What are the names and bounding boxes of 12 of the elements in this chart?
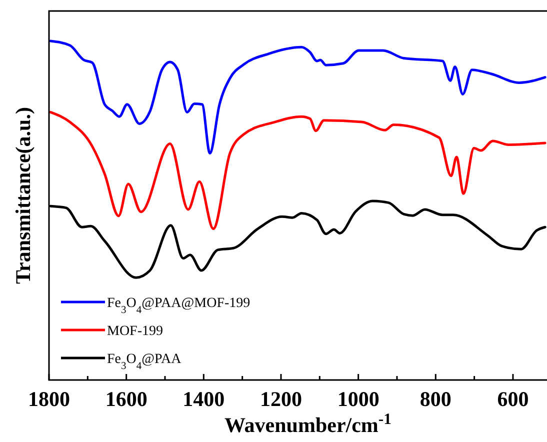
legend-label: Fe$_{3}$O$_{4}$@PAA <box>107 352 182 372</box>
x-tick-label: 1800 <box>28 387 70 411</box>
x-tick-label: 1400 <box>182 387 225 411</box>
x-tick-label: 1200 <box>260 387 302 411</box>
x-tick-label: 1600 <box>105 387 148 411</box>
x-tick-label: 1000 <box>337 387 380 411</box>
legend-label: MOF-199 <box>107 324 164 339</box>
legend-label: Fe$_{3}$O$_{4}$@PAA@MOF-199 <box>107 296 250 316</box>
x-axis-title: Wavenumber/cm$^{-1}$ <box>224 410 392 437</box>
x-tick-label: 600 <box>497 387 529 411</box>
x-tick-label: 800 <box>420 387 452 411</box>
y-axis-title: Transmittance(a.u.) <box>11 107 35 284</box>
